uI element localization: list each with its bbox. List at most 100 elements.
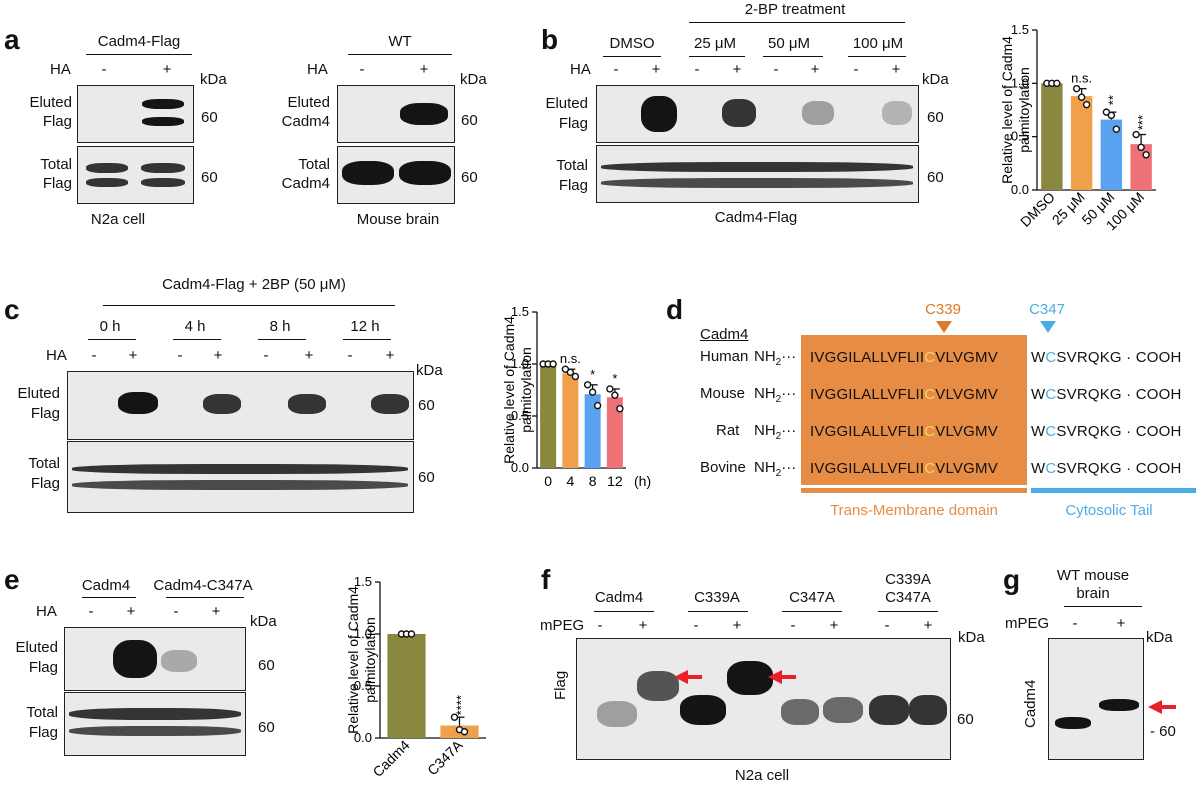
- b-sig-label: ***: [1135, 115, 1150, 130]
- b-line-25: [689, 56, 745, 57]
- f-p3: +: [829, 617, 839, 634]
- e-mw60: 60: [258, 657, 275, 674]
- c-line-8: [258, 339, 306, 340]
- b-m4: -: [853, 61, 859, 78]
- e-flag: Flag: [28, 659, 58, 676]
- b-p2: +: [732, 61, 742, 78]
- d-tm-box: [801, 335, 1027, 485]
- a-right-underline: [348, 54, 452, 55]
- b-line-100: [848, 56, 906, 57]
- e-ha: HA: [36, 603, 57, 620]
- f-lane-double-2: C347A: [885, 589, 931, 606]
- e-ytick-label: 0.0: [354, 730, 372, 745]
- b-dmso: DMSO: [609, 35, 655, 52]
- c-ytick-label: 0.5: [511, 408, 529, 423]
- f-caption: N2a cell: [734, 767, 790, 784]
- c-bar: [540, 364, 557, 468]
- d-tail-seq: WCSVRQKG · COOH: [1031, 423, 1182, 440]
- f-line-1: [594, 611, 654, 612]
- g-title-1: WT mouse: [1056, 567, 1130, 584]
- e-eluted-blot: [64, 627, 246, 691]
- f-lane-cadm4: Cadm4: [594, 589, 644, 606]
- f-mpeg: mPEG: [540, 617, 585, 634]
- b-treatment: 2-BP treatment: [744, 1, 846, 18]
- a-right-mw60-2: 60: [461, 169, 478, 186]
- f-line-4: [878, 611, 938, 612]
- b-category-label: 25 μM: [1049, 189, 1088, 228]
- d-species: Bovine: [700, 459, 746, 476]
- g-arrow: [1148, 700, 1176, 714]
- c-point: [588, 388, 597, 396]
- f-mw60: 60: [957, 711, 974, 728]
- d-tail-seq: WCSVRQKG · COOH: [1031, 349, 1182, 366]
- panel-label-d: d: [666, 294, 684, 325]
- b-line-50: [763, 56, 823, 57]
- d-tail-label: Cytosolic Tail: [1065, 502, 1153, 519]
- panel-label-b: b: [541, 24, 559, 55]
- c-sig-label: *: [612, 371, 617, 386]
- panel-label-f: f: [541, 564, 551, 595]
- f-p4: +: [923, 617, 933, 634]
- g-title-2: brain: [1076, 585, 1110, 602]
- c-xunit: (h): [634, 473, 651, 489]
- c-title-line: [103, 305, 395, 306]
- b-eluted-blot: [596, 85, 919, 143]
- c-flag: Flag: [30, 405, 60, 422]
- b-ylabel: Relative level of Cadm4palmitoylation: [999, 36, 1032, 184]
- b-mw60-2: 60: [927, 169, 944, 186]
- e-m1: -: [88, 603, 94, 620]
- a-right-total: Total: [298, 156, 330, 173]
- d-c339-label: C339: [925, 301, 961, 318]
- f-m4: -: [884, 617, 890, 634]
- c-p4: +: [385, 347, 395, 364]
- c-point: [571, 372, 580, 381]
- f-kda: kDa: [958, 629, 985, 646]
- panel-label-e: e: [4, 564, 20, 595]
- g-kda: kDa: [1146, 629, 1173, 646]
- b-point: [1132, 130, 1140, 139]
- c-eluted-blot: [67, 371, 414, 440]
- a-flag-label-2: Flag: [42, 175, 72, 192]
- a-right-minus: -: [359, 61, 365, 78]
- c-t4: 4 h: [184, 318, 206, 335]
- d-nh2: NH2···: [754, 348, 797, 368]
- a-ha-label: HA: [50, 61, 71, 78]
- c-m1: -: [91, 347, 97, 364]
- a-right-title: WT: [388, 33, 412, 50]
- b-m2: -: [694, 61, 700, 78]
- b-conc-25: 25 μM: [694, 35, 736, 52]
- c-t12: 12 h: [350, 318, 380, 335]
- b-total-blot: [596, 145, 919, 203]
- e-lane-cadm4: Cadm4: [81, 577, 131, 594]
- b-mw60: 60: [927, 109, 944, 126]
- b-eluted: Eluted: [545, 95, 588, 112]
- b-bar: [1100, 119, 1123, 190]
- b-p1: +: [651, 61, 661, 78]
- f-m1: -: [597, 617, 603, 634]
- f-m3: -: [790, 617, 796, 634]
- b-point: [1082, 100, 1091, 109]
- a-mw60-1: 60: [201, 109, 218, 126]
- c-bar: [606, 397, 623, 468]
- e-sig-label: ****: [454, 695, 469, 715]
- d-tail-seq: WCSVRQKG · COOH: [1031, 386, 1182, 403]
- panel-label-a: a: [4, 24, 20, 55]
- a-right-cadm4-2: Cadm4: [281, 175, 330, 192]
- b-flag-2: Flag: [558, 177, 588, 194]
- f-lane-double-1: C339A: [885, 571, 931, 588]
- g-mw60: - 60: [1150, 723, 1176, 740]
- c-total-blot: [67, 441, 414, 513]
- e-line-1: [82, 597, 136, 598]
- a-left-underline: [86, 54, 192, 55]
- d-tail-bar: [1031, 488, 1196, 493]
- e-point: [450, 713, 459, 721]
- e-bar: [387, 634, 426, 738]
- c-sig-label: *: [590, 367, 595, 382]
- c-ha: HA: [46, 347, 67, 364]
- panel-label-g: g: [1003, 564, 1021, 595]
- e-category-label: C347A: [424, 736, 466, 778]
- c-p3: +: [304, 347, 314, 364]
- c-bar: [562, 373, 579, 468]
- b-ha: HA: [570, 61, 591, 78]
